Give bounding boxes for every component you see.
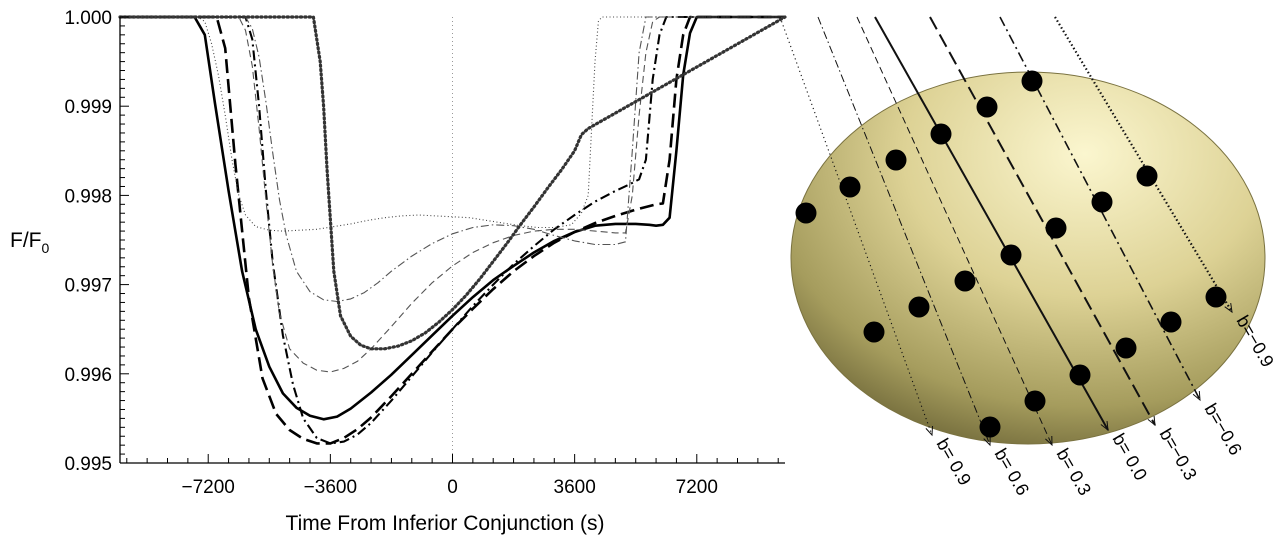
light-curve-dashdot xyxy=(120,15,785,445)
x-tick-label: −3600 xyxy=(304,477,357,498)
planet-position-dot xyxy=(863,321,885,343)
light-curve-dashdot-fine xyxy=(120,16,785,303)
plot-area xyxy=(118,15,787,463)
x-tick-label: 3600 xyxy=(554,477,596,498)
chord-arrowhead xyxy=(1224,303,1233,314)
planet-position-dot xyxy=(1024,390,1046,412)
planet-position-dot xyxy=(1069,364,1091,386)
y-tick-label: 0.996 xyxy=(64,365,112,386)
impact-parameter-label: b= 0.9 xyxy=(933,435,976,489)
planet-position-dot xyxy=(795,202,817,224)
impact-parameter-label: b= 0.6 xyxy=(991,445,1034,499)
y-tick-label: 0.998 xyxy=(64,186,112,207)
planet-position-dot xyxy=(1115,337,1137,359)
impact-parameter-label: b= 0.3 xyxy=(1053,445,1096,499)
planet-position-dot xyxy=(1021,70,1043,92)
planet-position-dot xyxy=(976,96,998,118)
light-curve-series xyxy=(118,15,787,445)
chord-shortdash xyxy=(856,16,1053,446)
chord-dotted-thick xyxy=(1054,16,1233,313)
planet-position-dot xyxy=(908,296,930,318)
x-tick-label: −7200 xyxy=(182,477,235,498)
planet-position-dot xyxy=(1136,165,1158,187)
light-curve-dotted xyxy=(118,15,787,351)
planet-position-dot xyxy=(954,270,976,292)
x-tick-label: 7200 xyxy=(676,477,718,498)
axes: 0.995 0.996 0.997 0.998 0.999 1.000 −7200 −360… xyxy=(64,8,785,498)
light-curve-shortdash xyxy=(120,16,785,373)
y-axis-title: F/F0 xyxy=(10,229,50,256)
x-tick-label: 0 xyxy=(447,477,458,498)
chord-arrowhead xyxy=(925,425,933,437)
chord-solid xyxy=(874,16,1109,431)
chord-arrowhead xyxy=(1100,421,1109,432)
x-axis-title: Time From Inferior Conjunction (s) xyxy=(286,512,605,535)
planet-position-dot xyxy=(839,176,861,198)
planet-position-dot xyxy=(1091,191,1113,213)
y-axis-title-main: F/F xyxy=(10,229,42,252)
chord-arrowhead xyxy=(1045,435,1053,447)
planet-position-dot xyxy=(1000,244,1022,266)
chord-arrowhead xyxy=(1147,415,1156,427)
star-disk xyxy=(790,71,1266,445)
x-ticks: −7200 −3600 0 3600 7200 xyxy=(126,454,779,498)
planet-position-dot xyxy=(1160,311,1182,333)
y-tick-label: 1.000 xyxy=(64,8,112,29)
planet-position-dot xyxy=(885,149,907,171)
planet-position-dot xyxy=(979,416,1001,438)
impact-parameter-label: b= 0.0 xyxy=(1109,430,1152,484)
chord-arrowhead xyxy=(983,435,991,447)
y-tick-label: 0.997 xyxy=(64,276,112,297)
chord-dashdot xyxy=(999,16,1201,401)
impact-parameter-label: b=−0.6 xyxy=(1201,400,1246,459)
planet-position-dot xyxy=(1045,217,1067,239)
y-tick-label: 0.999 xyxy=(64,97,112,118)
light-curve-solid xyxy=(120,15,785,421)
planet-position-dot xyxy=(1205,286,1227,308)
star-transit-inset: b= 0.9 b= 0.6 b= 0.3 b= 0.0 b=−0.3 b=−0.6b=−0… xyxy=(779,16,1274,499)
y-ticks: 0.995 0.996 0.997 0.998 0.999 1.000 xyxy=(64,8,129,475)
y-axis-title-subscript: 0 xyxy=(42,240,50,256)
impact-parameter-label: b=−0.3 xyxy=(1156,425,1201,484)
chord-longdash xyxy=(929,16,1156,426)
y-tick-label: 0.995 xyxy=(64,454,112,475)
chord-arrowhead xyxy=(1192,390,1201,402)
chord-dotted xyxy=(779,16,933,436)
planet-position-dot xyxy=(930,123,952,145)
chord-dashdot-fine xyxy=(817,16,991,446)
